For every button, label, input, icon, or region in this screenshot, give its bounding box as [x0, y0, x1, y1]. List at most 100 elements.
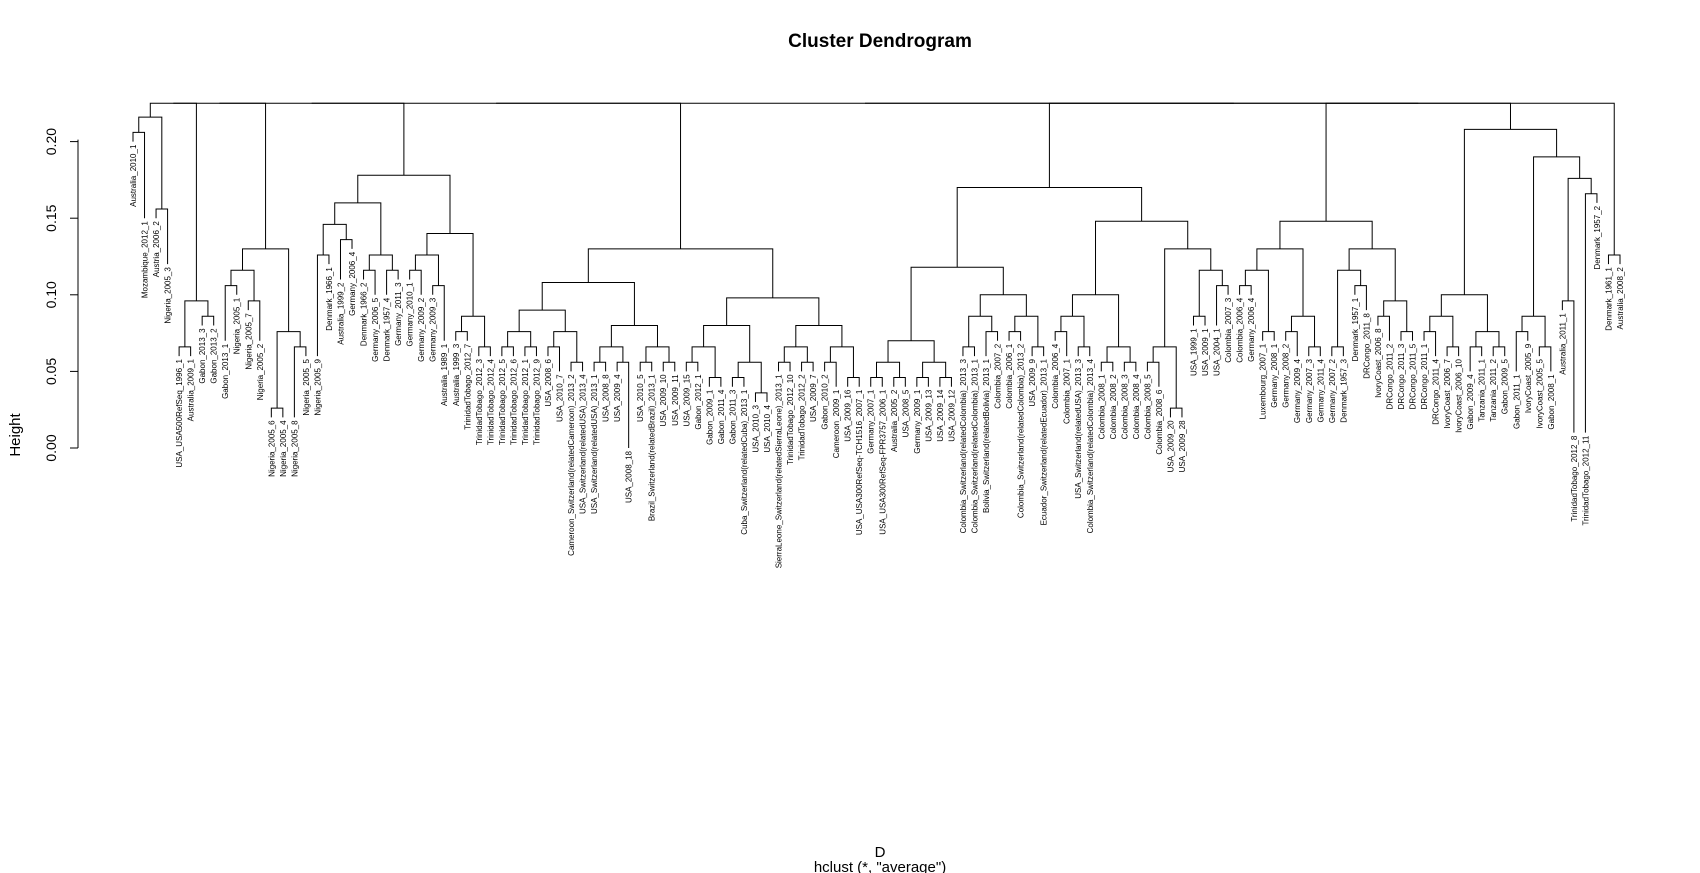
leaf-label: Gabon_2011_1 — [1512, 374, 1521, 429]
leaf-label: USA_2009_15 — [682, 374, 691, 427]
leaf-label: USA_Switzerland(relatedUSA)_2013_1 — [590, 374, 599, 514]
leaf-label: Colombia_2006_4 — [1051, 343, 1060, 408]
leaf-label: Nigeria_2005_9 — [313, 359, 322, 416]
leaf-label: DRCongo_2011_4 — [1432, 359, 1441, 425]
leaf-label: Bolivia_Switzerland(relatedBolivia)_2013… — [982, 359, 991, 513]
leaf-label: USA_2009_9 — [1028, 359, 1037, 407]
method-subtitle: hclust (*, "average") — [814, 859, 946, 873]
leaf-label: Gabon_2013_1 — [221, 343, 230, 399]
dendrogram-branch — [1492, 346, 1506, 357]
dendrogram-branch — [524, 346, 537, 357]
dendrogram-branch — [1607, 254, 1621, 265]
leaf-label: USA_2008_18 — [625, 450, 634, 503]
dendrogram-branch — [1123, 361, 1137, 372]
leaf-label: Germany_2009_3 — [429, 297, 438, 362]
dendrogram-branch — [593, 361, 607, 372]
dendrogram-branch — [270, 407, 284, 418]
leaf-label: Germany_2007_2 — [1328, 359, 1337, 424]
dendrogram-branch — [864, 102, 1615, 255]
leaf-label: USA_2009_13 — [924, 389, 933, 442]
dendrogram-branch — [979, 294, 1027, 317]
leaf-label: Tanzania_2011_2 — [1489, 359, 1498, 422]
y-tick-label: 0.10 — [43, 281, 59, 308]
leaf-label: Nigeria_2005_8 — [290, 420, 299, 477]
leaf-label: IvoryCoast_2005_5 — [1535, 359, 1544, 429]
leaf-label: Colombia_2007_2 — [994, 343, 1003, 408]
dendrogram-branch — [201, 315, 215, 326]
leaf-label: TrinidadTobago_2012_1 — [521, 359, 530, 446]
leaf-label: Denmark_1961_1 — [1604, 267, 1613, 331]
dendrogram-branch — [1031, 346, 1045, 357]
dendrogram-branch — [956, 187, 1143, 268]
leaf-label: Australia_2005_2 — [890, 389, 899, 452]
leaf-label: Australia_1999_3 — [452, 343, 461, 406]
leaf-label: Nigeria_2005_1 — [233, 297, 242, 354]
dendrogram-branch — [1279, 220, 1373, 249]
leaf-label: USA_2010_5 — [636, 374, 645, 422]
leaf-label: Nigeria_2005_7 — [244, 313, 253, 370]
leaf-label: TrinidadTobago_2012_8 — [1570, 435, 1579, 522]
dendrogram-branch — [893, 377, 906, 387]
leaf-label: Australia_2011_1 — [1558, 313, 1567, 375]
leaf-label: Germany_2007_3 — [1305, 359, 1314, 424]
leaf-label: Australia_1999_2 — [336, 282, 345, 345]
leaf-label: USA_2010_4 — [763, 404, 772, 452]
dendrogram-branch — [1475, 331, 1500, 347]
leaf-label: Cameroon_2009_1 — [832, 389, 841, 458]
leaf-label: Colombia_Switzerland(relatedColombia)_20… — [970, 359, 979, 534]
y-axis-label: Height — [7, 412, 24, 456]
leaf-label: Colombia_2008_4 — [1132, 374, 1141, 439]
leaf-label: Denmark_1957_4 — [383, 297, 392, 361]
dendrogram-branch — [910, 266, 1004, 341]
dendrogram-branch — [887, 340, 935, 363]
leaf-label: Gabon_2009_1 — [705, 389, 714, 445]
dendrogram-branch — [587, 248, 774, 298]
dendrogram-branch — [138, 116, 163, 210]
leaf-label: USA_2008_5 — [901, 389, 910, 437]
leaf-label: Gabon_2011_4 — [717, 389, 726, 444]
leaf-label: USA_USA300RefSeq-FPR3757_2006_1 — [878, 389, 887, 535]
leaf-label: USA_2009_14 — [936, 389, 945, 442]
leaf-label: Colombia_2007_3 — [1224, 297, 1233, 362]
leaf-label: USA_2004_1 — [1213, 328, 1222, 376]
dendrogram-branch — [726, 297, 820, 326]
leaf-label: TrinidadTobago_2012_4 — [486, 359, 495, 446]
dendrogram-branch — [219, 102, 405, 176]
leaf-label: USA_2010_3 — [751, 404, 760, 452]
leaf-label: Gabon_2010_2 — [821, 374, 830, 430]
dendrogram-branch — [639, 361, 653, 372]
dendrogram-branch — [357, 174, 451, 234]
leaf-label: DRCongo_2011_5 — [1409, 343, 1418, 409]
y-axis: 0.00 0.05 0.10 0.15 0.20 — [43, 128, 79, 462]
dendrogram-branch — [1256, 248, 1304, 317]
dendrogram-branch — [507, 331, 532, 347]
leaf-label: Colombia_2007_1 — [1063, 359, 1072, 424]
leaf-label: Colombia_2008_5 — [1143, 374, 1152, 439]
leaf-label: Gabon_2009_4 — [1466, 374, 1475, 430]
dendrogram-branch — [276, 331, 301, 409]
dendrogram-branch — [368, 254, 393, 271]
leaf-label: USA_2009_16 — [844, 389, 853, 442]
leaf-label: Gabon_2013_2 — [210, 328, 219, 384]
leaf-label: TrinidadTobago_2012_10 — [786, 374, 795, 465]
leaf-label: Germany_2007_1 — [867, 389, 876, 454]
dendrogram-branch — [1077, 346, 1091, 357]
leaf-label: Germany_2009_4 — [1293, 359, 1302, 424]
dendrogram-branch — [795, 324, 843, 347]
dendrogram-branch — [662, 361, 676, 372]
leaf-label: IvoryCoast_2005_9 — [1524, 343, 1533, 413]
leaf-label: Colombia_Switzerland(relatedColombia)_20… — [1017, 343, 1026, 518]
leaf-label: DRCongo_2011_8 — [1362, 313, 1371, 379]
leaf-label: Colombia_2008_6 — [1155, 389, 1164, 454]
leaf-label: Colombia_Switzerland(relatedColombia)_20… — [1086, 359, 1095, 534]
leaf-label: Denmark_1957_3 — [1339, 359, 1348, 423]
leaf-label: Germany_2006_5 — [371, 297, 380, 362]
dendrogram-branch — [1463, 128, 1558, 295]
leaf-label: Colombia_2006_4 — [1236, 297, 1245, 362]
leaf-label: USA_Switzerland(relatedUSA)_2013_4 — [579, 374, 588, 514]
leaf-label: TrinidadTobago_2012_3 — [475, 359, 484, 446]
leaf-label: Germany_2006_4 — [1247, 297, 1256, 362]
x-axis-label: D — [875, 844, 886, 861]
leaf-label: Australia_2008_2 — [1616, 267, 1625, 330]
leaf-label: TrinidadTobago_2012_6 — [509, 359, 518, 446]
